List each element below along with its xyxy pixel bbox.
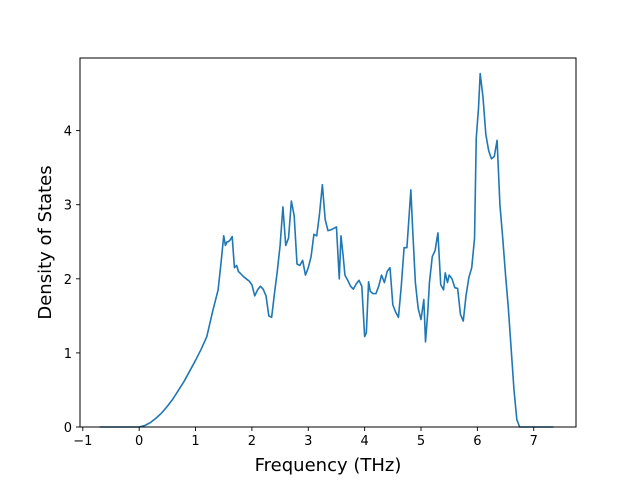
y-axis-label: Density of States <box>35 165 56 319</box>
plot-frame <box>79 57 577 428</box>
x-tick-label: 7 <box>530 434 538 449</box>
x-tick-label: 6 <box>473 434 481 449</box>
x-tick-label: 1 <box>191 434 199 449</box>
y-tick-label: 2 <box>64 273 72 288</box>
x-tick-label: 2 <box>248 434 256 449</box>
dos-series-line <box>99 72 554 428</box>
x-tick-label: 0 <box>135 434 143 449</box>
x-tick-label: 4 <box>360 434 368 449</box>
x-tick-label: 3 <box>304 434 312 449</box>
x-tick-label: −1 <box>73 434 92 449</box>
y-tick-label: 1 <box>64 347 72 362</box>
y-tick-label: 3 <box>64 199 72 214</box>
series-layer <box>99 72 554 428</box>
y-axis-ticks: 0 1 2 3 4 <box>64 125 80 436</box>
x-axis-ticks: −1 0 1 2 3 4 5 6 7 <box>73 427 538 449</box>
y-tick-label: 0 <box>64 421 72 436</box>
x-tick-label: 5 <box>417 434 425 449</box>
y-tick-label: 4 <box>64 125 72 140</box>
x-axis-label: Frequency (THz) <box>255 455 402 476</box>
